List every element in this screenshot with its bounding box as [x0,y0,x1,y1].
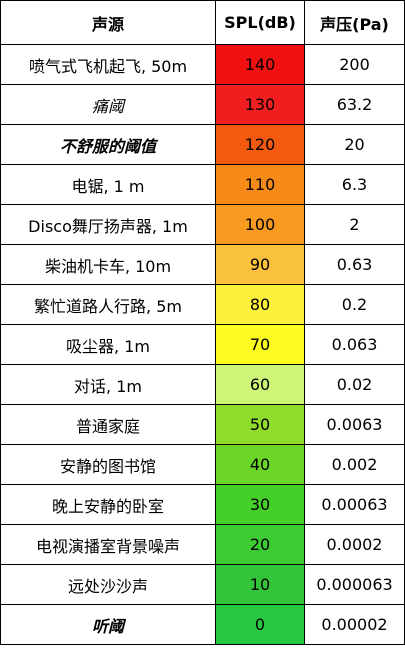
spl-cell: 60 [215,364,305,405]
pressure-cell: 2 [304,204,405,245]
pressure-cell: 200 [304,44,405,85]
table-row: 普通家庭 50 0.0063 [0,404,405,445]
header-spl: SPL(dB) [215,0,305,45]
spl-cell: 0 [215,604,305,645]
table-row: 吸尘器, 1m 70 0.063 [0,324,405,365]
table-row: 电锯, 1 m 110 6.3 [0,164,405,205]
pressure-cell: 63.2 [304,84,405,125]
table-row: 远处沙沙声 10 0.000063 [0,564,405,605]
pressure-cell: 0.00002 [304,604,405,645]
spl-cell: 100 [215,204,305,245]
source-cell: 繁忙道路人行路, 5m [0,284,216,325]
spl-cell: 80 [215,284,305,325]
spl-cell: 120 [215,124,305,165]
spl-cell: 90 [215,244,305,285]
spl-cell: 10 [215,564,305,605]
source-cell: 普通家庭 [0,404,216,445]
pressure-cell: 0.063 [304,324,405,365]
header-source: 声源 [0,0,216,45]
source-cell: 不舒服的阈值 [0,124,216,165]
spl-cell: 130 [215,84,305,125]
pressure-cell: 6.3 [304,164,405,205]
spl-cell: 40 [215,444,305,485]
pressure-cell: 0.0063 [304,404,405,445]
source-cell: 远处沙沙声 [0,564,216,605]
spl-cell: 70 [215,324,305,365]
pressure-cell: 0.0002 [304,524,405,565]
table-row: 听阈 0 0.00002 [0,604,405,645]
source-cell: 对话, 1m [0,364,216,405]
table-row: 柴油机卡车, 10m 90 0.63 [0,244,405,285]
table-row: 繁忙道路人行路, 5m 80 0.2 [0,284,405,325]
pressure-cell: 0.2 [304,284,405,325]
source-cell: 柴油机卡车, 10m [0,244,216,285]
source-cell: 晚上安静的卧室 [0,484,216,525]
spl-cell: 50 [215,404,305,445]
pressure-cell: 20 [304,124,405,165]
pressure-cell: 0.02 [304,364,405,405]
table-row: 痛阈 130 63.2 [0,84,405,125]
source-cell: 电视演播室背景噪声 [0,524,216,565]
source-cell: Disco舞厅扬声器, 1m [0,204,216,245]
table-row: 对话, 1m 60 0.02 [0,364,405,405]
table-row: 晚上安静的卧室 30 0.00063 [0,484,405,525]
source-cell: 安静的图书馆 [0,444,216,485]
pressure-cell: 0.00063 [304,484,405,525]
table-row: 不舒服的阈值 120 20 [0,124,405,165]
table-body: 喷气式飞机起飞, 50m 140 200 痛阈 130 63.2 不舒服的阈值 120 20 电锯… [0,44,405,645]
spl-cell: 110 [215,164,305,205]
spl-cell: 140 [215,44,305,85]
pressure-cell: 0.000063 [304,564,405,605]
table-row: 喷气式飞机起飞, 50m 140 200 [0,44,405,85]
spl-cell: 20 [215,524,305,565]
pressure-cell: 0.63 [304,244,405,285]
table-row: 电视演播室背景噪声 20 0.0002 [0,524,405,565]
pressure-cell: 0.002 [304,444,405,485]
source-cell: 痛阈 [0,84,216,125]
source-cell: 吸尘器, 1m [0,324,216,365]
source-cell: 喷气式飞机起飞, 50m [0,44,216,85]
spl-cell: 30 [215,484,305,525]
source-cell: 听阈 [0,604,216,645]
table-row: Disco舞厅扬声器, 1m 100 2 [0,204,405,245]
source-cell: 电锯, 1 m [0,164,216,205]
table-row: 安静的图书馆 40 0.002 [0,444,405,485]
header-pressure: 声压(Pa) [304,0,405,45]
header-row: 声源 SPL(dB) 声压(Pa) [0,0,405,45]
